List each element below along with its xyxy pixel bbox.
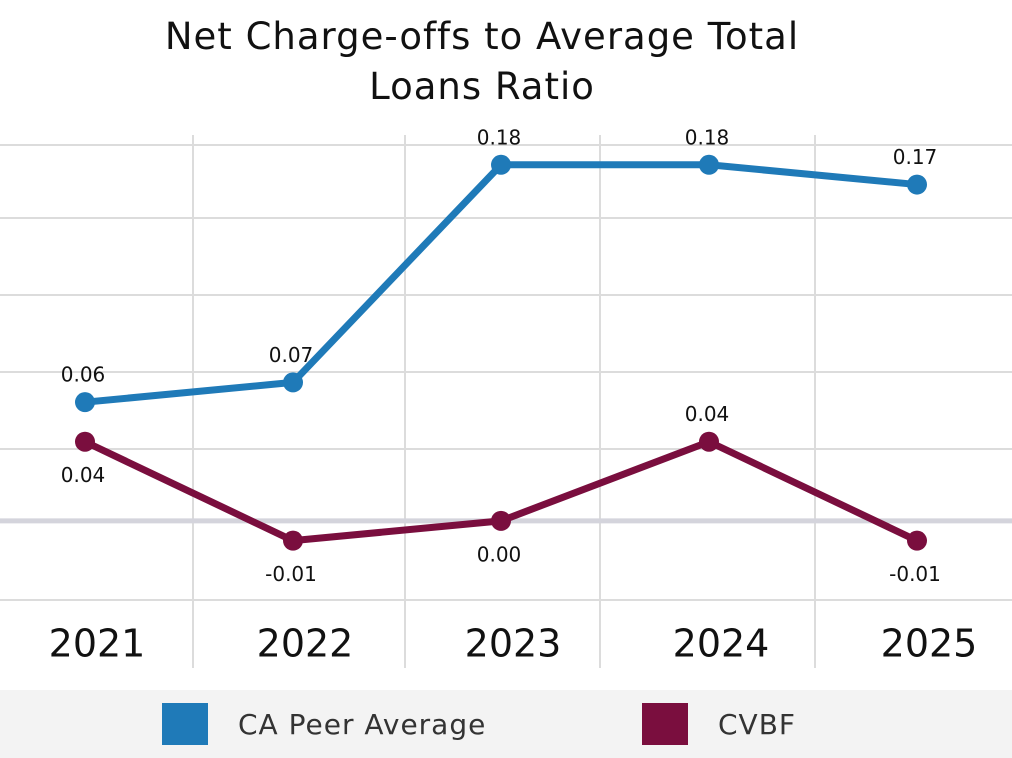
point	[283, 530, 303, 551]
data-label: 0.06	[61, 363, 106, 387]
point	[907, 530, 927, 551]
x-tick-label: 2021	[49, 622, 146, 666]
data-label: 0.04	[685, 402, 730, 426]
point	[699, 154, 719, 175]
legend-label: CVBF	[718, 708, 796, 741]
legend-label: CA Peer Average	[238, 708, 486, 741]
data-label: 0.04	[61, 463, 106, 487]
chart-title: Net Charge-offs to Average Total Loans R…	[164, 15, 800, 108]
data-label: 0.00	[477, 542, 522, 566]
point	[283, 372, 303, 393]
x-tick-label: 2023	[465, 622, 562, 666]
x-tick-label: 2025	[881, 622, 978, 666]
legend-background	[0, 690, 1012, 758]
data-label: 0.17	[893, 145, 938, 169]
line	[84, 161, 918, 406]
data-label: 0.07	[269, 343, 314, 367]
data-label: 0.18	[685, 125, 730, 149]
point	[75, 392, 95, 413]
data-label: -0.01	[889, 562, 941, 586]
x-tick-label: 2022	[257, 622, 354, 666]
point	[75, 431, 95, 452]
data-label: -0.01	[265, 562, 317, 586]
legend-swatch	[642, 703, 688, 745]
point	[699, 431, 719, 452]
x-tick-label: 2024	[673, 622, 770, 666]
data-label: 0.18	[477, 125, 522, 149]
point	[491, 510, 511, 531]
point	[907, 174, 927, 195]
legend-swatch	[162, 703, 208, 745]
point	[491, 154, 511, 175]
